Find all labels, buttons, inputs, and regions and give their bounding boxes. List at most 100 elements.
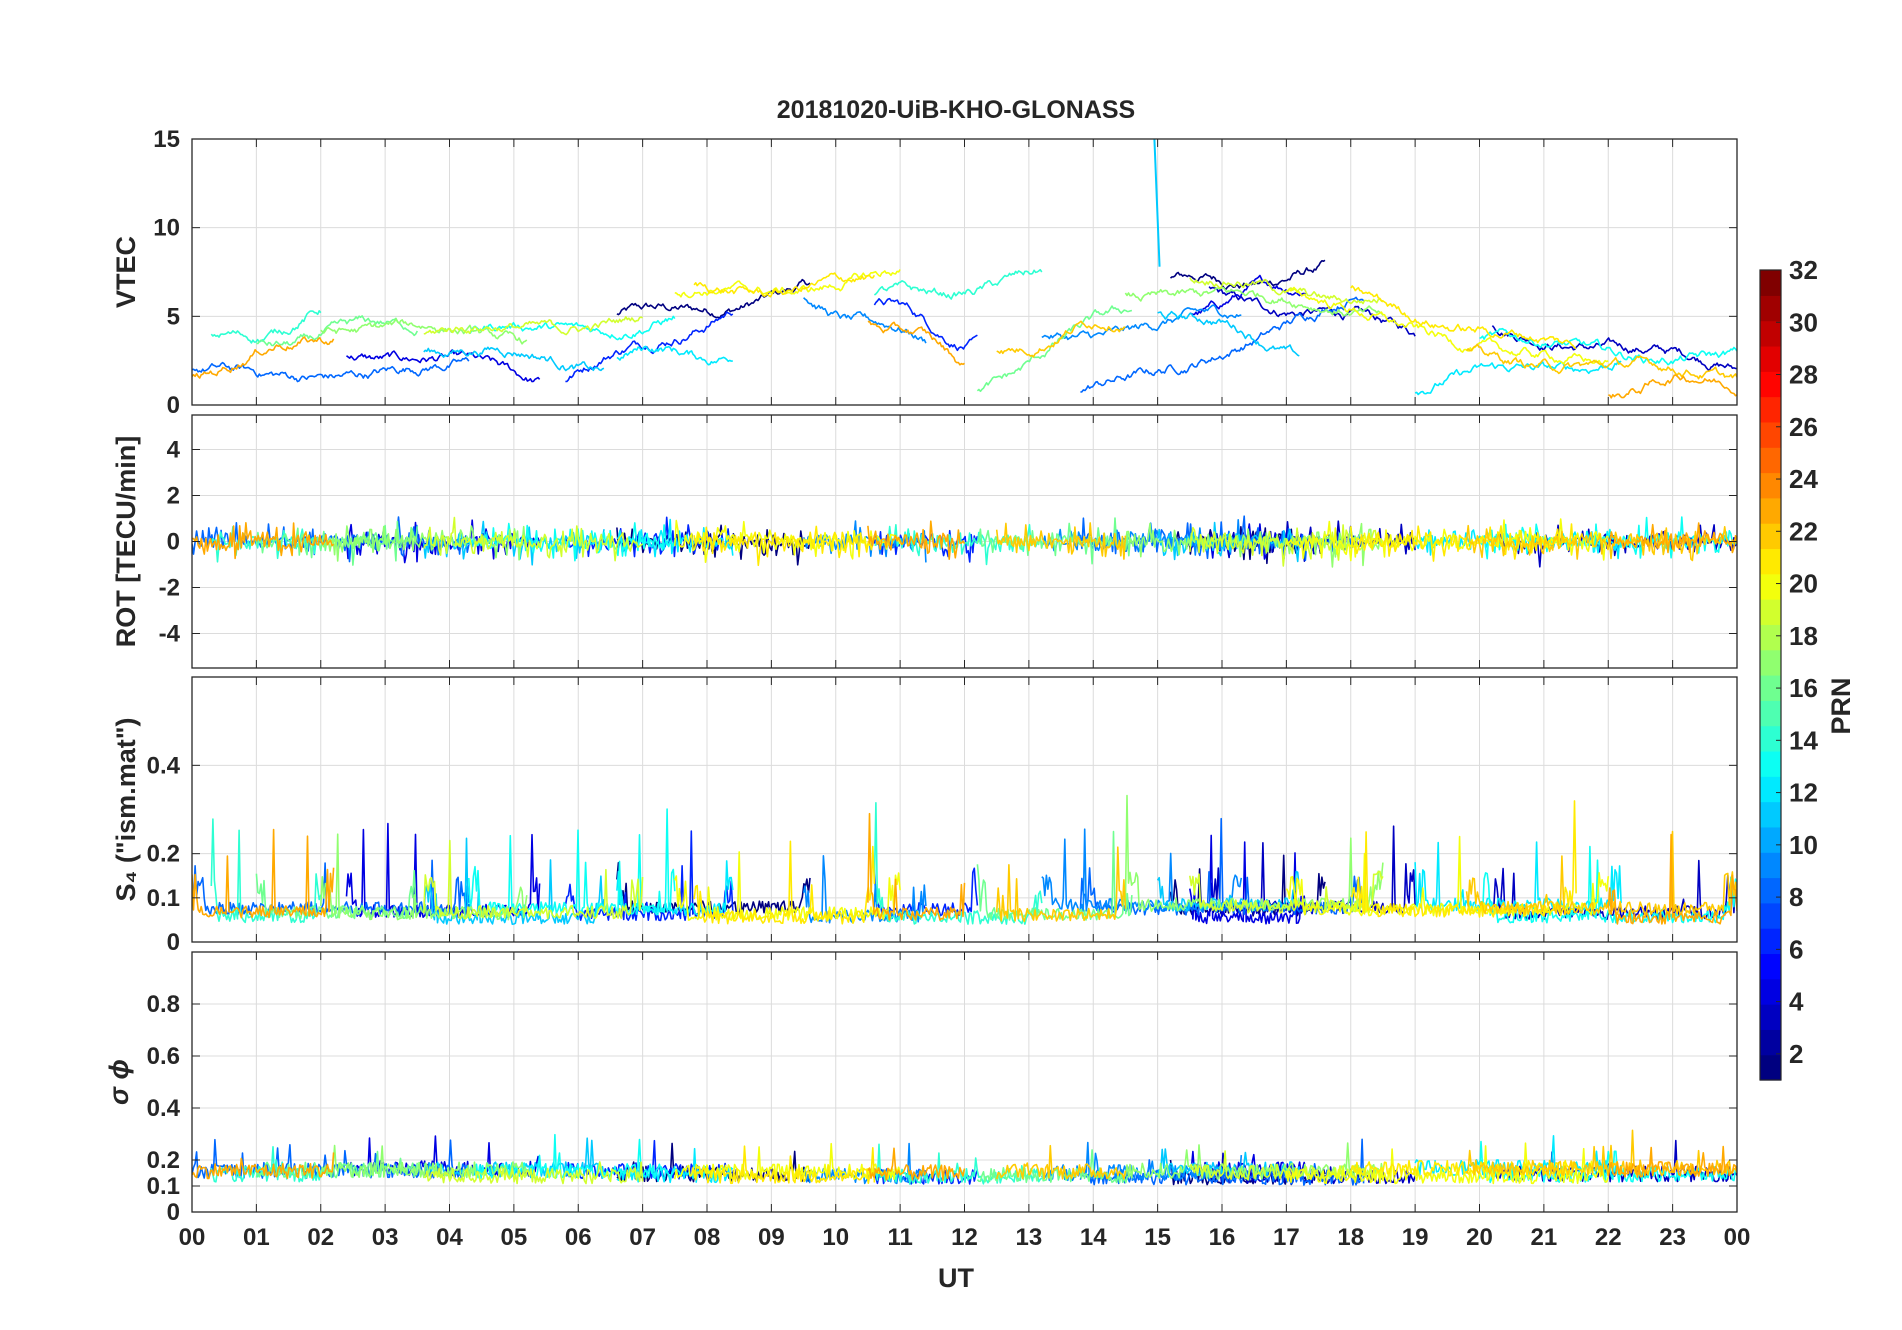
colorbar-swatch bbox=[1760, 675, 1781, 701]
colorbar-swatch bbox=[1760, 573, 1781, 600]
series-line-prn-17 bbox=[1124, 286, 1384, 317]
x-tick-label: 05 bbox=[501, 1224, 528, 1251]
x-tick-label: 22 bbox=[1595, 1224, 1622, 1251]
colorbar-tick-label: 30 bbox=[1789, 307, 1818, 337]
colorbar-swatch bbox=[1760, 801, 1781, 828]
colorbar-swatch bbox=[1760, 877, 1781, 904]
series-line-prn-8 bbox=[1080, 296, 1365, 393]
series-line-prn-21 bbox=[1350, 285, 1577, 350]
colorbar-tick-label: 4 bbox=[1789, 987, 1804, 1017]
series-line-prn-12 bbox=[1414, 360, 1622, 396]
colorbar-swatch bbox=[1760, 472, 1781, 499]
series-line-prn-23 bbox=[1608, 374, 1737, 399]
series-line-prn-21 bbox=[1350, 523, 1577, 562]
y-tick-label: 0.2 bbox=[147, 841, 180, 868]
colorbar-swatch bbox=[1760, 1004, 1781, 1030]
x-tick-label: 23 bbox=[1659, 1224, 1686, 1251]
axis-ticks bbox=[191, 415, 1738, 668]
series-line-prn-21 bbox=[693, 1145, 876, 1185]
colorbar-swatch bbox=[1760, 396, 1781, 423]
series-line-prn-23 bbox=[867, 520, 966, 561]
series-line-prn-11 bbox=[1157, 310, 1300, 357]
x-tick-label: 17 bbox=[1273, 1224, 1300, 1251]
y-tick-label: 0 bbox=[167, 392, 180, 419]
series-line-prn-12 bbox=[1414, 1135, 1622, 1177]
colorbar-swatch bbox=[1760, 548, 1781, 575]
series-line-prn-12 bbox=[616, 860, 734, 917]
colorbar-swatch bbox=[1760, 826, 1781, 853]
x-tick-label: 19 bbox=[1402, 1224, 1429, 1251]
colorbar-swatch bbox=[1760, 978, 1781, 1005]
colorbar-swatch bbox=[1760, 725, 1781, 752]
x-tick-label: 07 bbox=[629, 1224, 656, 1251]
y-tick-label: 0.4 bbox=[147, 1095, 181, 1122]
series-line-prn-12 bbox=[616, 345, 733, 366]
colorbar-swatch bbox=[1760, 750, 1781, 777]
y-tick-label: 0 bbox=[167, 529, 180, 556]
panel-sigma: 00.10.2 0.4 0.6 0.8 σ ϕ bbox=[104, 951, 1738, 1226]
colorbar-tick-label: 2 bbox=[1789, 1039, 1803, 1069]
colorbar-swatch bbox=[1760, 421, 1781, 448]
y-tick-label: -2 bbox=[159, 575, 180, 602]
series-line-prn-22 bbox=[995, 522, 1127, 560]
series-line-prn-21 bbox=[693, 272, 876, 298]
y-tick-label: 5 bbox=[167, 303, 180, 330]
series-line-prn-23 bbox=[192, 521, 335, 560]
colorbar-tick-label: 32 bbox=[1789, 255, 1818, 285]
x-tick-label: 09 bbox=[758, 1224, 785, 1251]
series-line-prn-20 bbox=[1285, 1142, 1610, 1185]
colorbar-tick-label: 16 bbox=[1789, 673, 1818, 703]
series-lines bbox=[192, 794, 1737, 926]
y-tick-label: 4 bbox=[167, 437, 181, 464]
x-tick-label: 14 bbox=[1080, 1224, 1107, 1251]
series-line-prn-4 bbox=[1189, 834, 1307, 925]
colorbar-swatch bbox=[1760, 523, 1781, 550]
y-tick-label: 0.4 bbox=[147, 752, 181, 779]
x-tick-label: 03 bbox=[372, 1224, 399, 1251]
spike-line bbox=[1153, 139, 1161, 267]
colorbar-tick-label: 26 bbox=[1789, 412, 1818, 442]
y-tick-label: 0.2 bbox=[147, 1147, 180, 1174]
colorbar-swatch bbox=[1760, 700, 1781, 727]
colorbar-tick-label: 20 bbox=[1789, 569, 1818, 599]
x-tick-label: 15 bbox=[1144, 1224, 1171, 1251]
x-tick-label: 02 bbox=[307, 1224, 334, 1251]
series-line-prn-3 bbox=[1208, 286, 1416, 337]
y-tick-label: 15 bbox=[153, 126, 180, 153]
x-tick-label: 12 bbox=[951, 1224, 978, 1251]
x-tick-label: 00 bbox=[179, 1224, 206, 1251]
colorbar-tick-label: 22 bbox=[1789, 516, 1818, 546]
colorbar-swatch bbox=[1760, 776, 1781, 803]
series-line-prn-17 bbox=[320, 318, 528, 345]
series-line-prn-23 bbox=[867, 812, 966, 921]
colorbar-tick-label: 12 bbox=[1789, 778, 1818, 808]
colorbar-swatch bbox=[1760, 624, 1781, 651]
panel-rot: -4 -2 0 2 4 ROT [TECU/min] bbox=[111, 414, 1738, 669]
series-line-prn-19 bbox=[423, 516, 644, 562]
series-line-prn-13 bbox=[1479, 327, 1737, 366]
series-line-prn-16 bbox=[976, 830, 1133, 921]
colorbar-tick-label: 18 bbox=[1789, 621, 1818, 651]
colorbar-swatch bbox=[1760, 599, 1781, 625]
axis-ticks bbox=[191, 677, 1738, 943]
x-tick-label: 20 bbox=[1466, 1224, 1493, 1251]
y-tick-label: 0.1 bbox=[147, 885, 180, 912]
series-line-prn-23 bbox=[867, 1147, 966, 1181]
colorbar-swatch bbox=[1760, 320, 1781, 347]
x-tick-label: 08 bbox=[694, 1224, 721, 1251]
y-axis-label: S₄ ("ism.mat") bbox=[111, 717, 141, 901]
colorbar-tick-label: 28 bbox=[1789, 360, 1818, 390]
series-line-prn-13 bbox=[468, 808, 676, 916]
series-line-prn-22 bbox=[996, 320, 1126, 358]
series-line-prn-19 bbox=[423, 839, 644, 920]
series-line-prn-21 bbox=[693, 525, 876, 567]
x-tick-label: 01 bbox=[243, 1224, 270, 1251]
series-line-prn-19 bbox=[423, 1161, 644, 1185]
series-line-prn-17 bbox=[320, 525, 528, 562]
colorbar-swatch bbox=[1760, 345, 1781, 372]
colorbar-swatch bbox=[1760, 649, 1781, 676]
colorbar-swatch bbox=[1760, 295, 1781, 322]
